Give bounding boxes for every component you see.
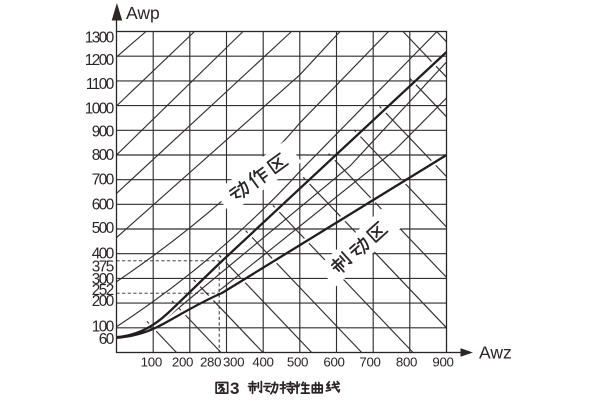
svg-text:1300: 1300 <box>85 29 114 46</box>
svg-text:200: 200 <box>92 293 114 310</box>
svg-text:60: 60 <box>99 331 114 348</box>
svg-text:400: 400 <box>92 245 114 262</box>
svg-text:600: 600 <box>323 354 344 369</box>
svg-text:600: 600 <box>92 196 114 213</box>
svg-text:3: 3 <box>230 379 239 398</box>
svg-text:900: 900 <box>92 123 114 140</box>
svg-text:252: 252 <box>92 282 114 299</box>
svg-text:300: 300 <box>92 271 114 288</box>
svg-text:800: 800 <box>92 147 114 164</box>
svg-text:Awz: Awz <box>479 343 512 363</box>
svg-text:1100: 1100 <box>86 76 114 93</box>
svg-text:280: 280 <box>200 354 221 369</box>
svg-text:1200: 1200 <box>85 52 114 69</box>
svg-text:500: 500 <box>92 220 114 237</box>
svg-text:300: 300 <box>223 354 244 369</box>
svg-text:375: 375 <box>92 258 114 275</box>
svg-text:500: 500 <box>287 354 308 369</box>
svg-text:1000: 1000 <box>85 100 114 117</box>
svg-text:100: 100 <box>92 318 114 335</box>
svg-text:900: 900 <box>432 354 453 369</box>
svg-text:400: 400 <box>252 354 273 369</box>
svg-text:200: 200 <box>172 354 193 369</box>
svg-text:800: 800 <box>396 354 417 369</box>
svg-text:100: 100 <box>141 354 162 369</box>
svg-text:700: 700 <box>92 172 114 189</box>
svg-text:Awp: Awp <box>126 3 160 23</box>
svg-text:700: 700 <box>359 354 380 369</box>
